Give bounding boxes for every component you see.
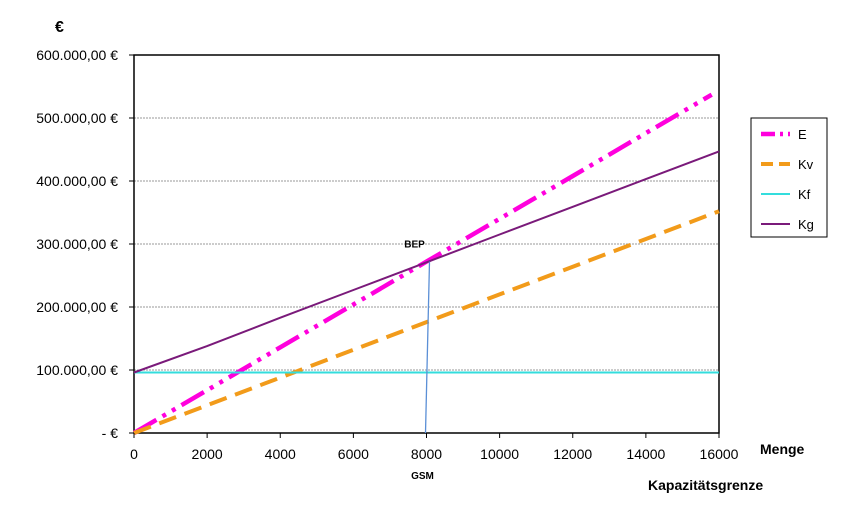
x-tick-label: 6000 (338, 446, 369, 462)
x-axis-label-2: Kapazitätsgrenze (648, 477, 763, 493)
y-axis-ticks: - € 100.000,00 € 200.000,00 € 300.000,00 € 4… (36, 47, 134, 441)
series-kg (133, 150, 720, 374)
y-tick-label: 400.000,00 € (36, 173, 118, 189)
x-tick-label: 2000 (192, 446, 223, 462)
x-tick-label: 8000 (411, 446, 442, 462)
y-tick-label: 100.000,00 € (36, 362, 118, 378)
y-tick-label: 600.000,00 € (36, 47, 118, 63)
grid-lines (134, 117, 719, 371)
x-axis-label: Menge (760, 441, 805, 457)
legend-label-e: E (798, 127, 807, 142)
legend-box (750, 117, 828, 238)
y-axis-label: € (55, 19, 64, 36)
gsm-label: GSM (411, 471, 434, 482)
x-tick-label: 4000 (265, 446, 296, 462)
bep-guide (424, 261, 431, 434)
legend-label-kg: Kg (798, 217, 814, 232)
x-axis-ticks: 0 2000 4000 6000 8000 10000 12000 14000 16000 (130, 433, 739, 462)
x-tick-label: 16000 (700, 446, 739, 462)
bep-label: BEP (404, 240, 425, 251)
legend-label-kf: Kf (798, 187, 811, 202)
x-tick-label: 12000 (553, 446, 592, 462)
legend-label-kv: Kv (798, 157, 814, 172)
x-tick-label: 0 (130, 446, 138, 462)
legend: E Kv Kf Kg (750, 117, 828, 238)
x-tick-label: 14000 (626, 446, 665, 462)
series-kv (133, 209, 720, 435)
y-tick-label: 300.000,00 € (36, 236, 118, 252)
y-tick-label: 200.000,00 € (36, 299, 118, 315)
x-tick-label: 10000 (480, 446, 519, 462)
legend-items: E Kv Kf Kg (761, 127, 814, 232)
y-tick-label: 500.000,00 € (36, 110, 118, 126)
bep-guide-line (424, 261, 431, 434)
y-tick-label: - € (102, 425, 119, 441)
